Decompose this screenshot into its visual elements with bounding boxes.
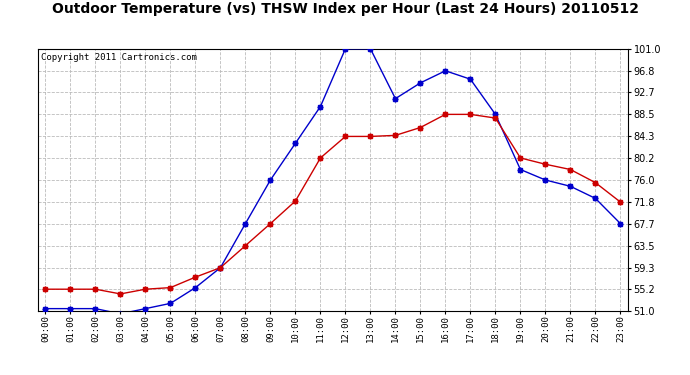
Text: Copyright 2011 Cartronics.com: Copyright 2011 Cartronics.com bbox=[41, 53, 197, 62]
Text: Outdoor Temperature (vs) THSW Index per Hour (Last 24 Hours) 20110512: Outdoor Temperature (vs) THSW Index per … bbox=[52, 2, 638, 16]
